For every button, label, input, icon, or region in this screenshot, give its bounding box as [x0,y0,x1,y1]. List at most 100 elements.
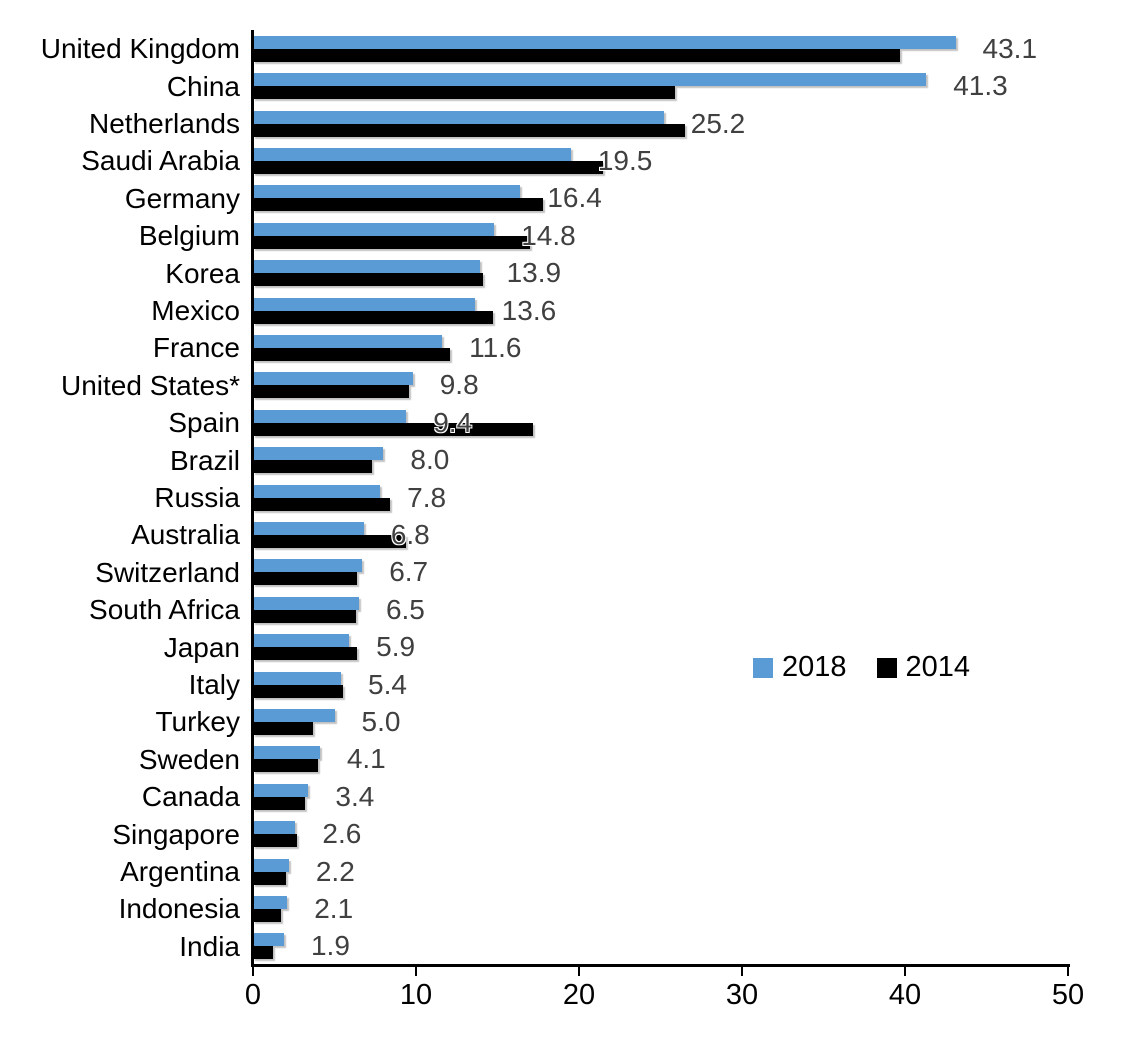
bar-2018 [253,222,495,236]
value-label: 11.6 [469,331,522,363]
value-label: 8.0 [410,444,450,476]
bar-2014 [253,908,281,922]
x-axis-tick [1067,967,1069,976]
bar-2018 [253,73,927,87]
value-label: 5.4 [368,668,407,700]
value-label: 3.4 [335,780,375,812]
bar-2018 [253,447,384,461]
bar-2018 [253,746,320,760]
bar-2014 [253,647,358,661]
category-label: China [166,70,240,102]
value-label: 1.9 [310,930,350,962]
legend-swatch-2018-icon [753,657,773,678]
bar-2018 [253,35,956,49]
bar-2014 [253,385,410,399]
category-label: Brazil [169,444,240,476]
bar-2018 [253,821,296,835]
legend-item-2014: 2014 [876,651,971,684]
bar-2014 [253,347,451,361]
value-label: 7.8 [407,481,447,513]
category-label: India [179,930,240,962]
bar-2018 [253,372,413,386]
bar-2014 [253,796,306,810]
category-label: Germany [124,182,240,214]
category-label: Switzerland [95,556,240,588]
legend-label-2018: 2018 [782,651,847,683]
bar-2018 [253,260,480,274]
category-label: Mexico [151,295,240,326]
category-label: Russia [154,482,240,513]
value-label: 9.8 [439,369,479,401]
value-label: 9.4 [433,406,473,438]
value-label: 2.2 [315,855,355,887]
category-label: United States* [61,369,240,401]
bar-2018 [253,147,571,161]
category-label: Australia [131,519,240,551]
bar-2014 [253,123,685,137]
bar-2014 [253,946,273,960]
category-label: Netherlands [89,108,240,139]
bar-2014 [253,534,407,548]
value-label: 4.1 [346,743,386,775]
bar-2014 [253,759,319,773]
bar-2018 [253,596,359,610]
bar-2014 [253,497,390,511]
bar-2018 [253,521,364,535]
bar-2018 [253,409,407,423]
value-label: 41.3 [953,70,1008,102]
bar-2014 [253,310,493,324]
bar-2014 [253,160,604,174]
x-axis [251,964,1070,967]
bar-2014 [253,834,297,848]
bar-2018 [253,634,350,648]
bar-2018 [253,559,363,573]
value-label: 2.6 [322,818,362,850]
bar-2014 [253,609,356,623]
category-label: Indonesia [118,893,240,925]
bar-2014 [253,572,358,586]
x-tick-label: 10 [399,979,433,1011]
x-axis-tick [578,967,580,976]
bar-2018 [253,671,342,685]
bar-2014 [253,721,314,735]
bar-2018 [253,297,475,311]
bar-2018 [253,334,443,348]
x-axis-tick [252,967,254,976]
legend: 2018 2014 [753,651,970,684]
bar-2018 [253,708,335,722]
category-label: Argentina [120,856,240,887]
value-label: 5.0 [361,705,401,737]
category-label: Turkey [155,706,240,738]
value-label: 6.5 [385,593,425,625]
x-tick-label: 50 [1051,979,1085,1011]
value-label: 19.5 [597,144,653,176]
bar-2014 [253,460,372,474]
category-label: United Kingdom [40,33,240,65]
x-tick-label: 20 [562,979,596,1011]
bar-2014 [253,48,901,62]
bar-2014 [253,871,286,885]
category-label: South Africa [89,594,240,626]
bar-2014 [253,684,343,698]
bar-2014 [253,273,483,287]
x-tick-label: 0 [244,979,262,1011]
bar-2014 [253,86,676,100]
bar-2018 [253,895,288,909]
bar-2018 [253,484,381,498]
bar-2018 [253,858,289,872]
category-label: Canada [141,781,240,813]
value-label: 13.9 [506,257,562,289]
category-label: Sweden [138,743,240,775]
legend-swatch-2014-icon [876,657,897,678]
value-label: 43.1 [982,32,1038,64]
legend-label-2014: 2014 [905,651,971,683]
bar-2018 [253,783,309,797]
x-axis-tick [741,967,743,976]
category-label: Belgium [138,220,240,252]
category-label: Japan [163,631,240,663]
category-label: Italy [188,669,240,700]
value-label: 25.2 [690,107,746,139]
value-label: 13.6 [501,294,557,326]
bar-2018 [253,933,284,947]
